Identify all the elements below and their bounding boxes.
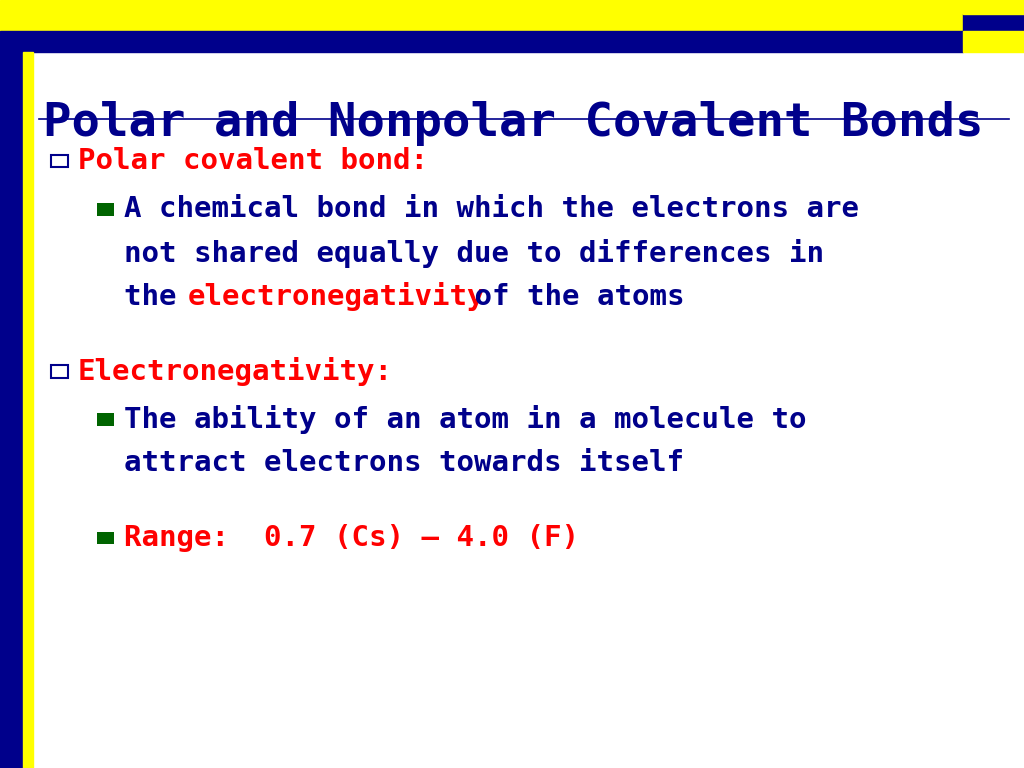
Bar bbox=[0, 31, 963, 52]
Text: of the atoms: of the atoms bbox=[457, 283, 685, 311]
Text: Polar and Nonpolar Covalent Bonds: Polar and Nonpolar Covalent Bonds bbox=[43, 101, 983, 147]
Text: The ability of an atom in a molecule to: The ability of an atom in a molecule to bbox=[124, 405, 807, 434]
Bar bbox=[97, 531, 114, 544]
Text: Range:  0.7 (Cs) – 4.0 (F): Range: 0.7 (Cs) – 4.0 (F) bbox=[124, 524, 579, 551]
Text: Electronegativity:: Electronegativity: bbox=[78, 357, 393, 386]
Bar bbox=[51, 155, 68, 167]
Bar bbox=[963, 0, 1024, 14]
Text: electronegativity: electronegativity bbox=[187, 283, 485, 312]
Text: A chemical bond in which the electrons are: A chemical bond in which the electrons a… bbox=[124, 195, 859, 223]
Bar bbox=[23, 52, 33, 768]
Text: not shared equally due to differences in: not shared equally due to differences in bbox=[124, 239, 824, 268]
Bar bbox=[963, 14, 1024, 31]
Text: Polar covalent bond:: Polar covalent bond: bbox=[78, 147, 428, 175]
Bar bbox=[0, 0, 963, 31]
Text: attract electrons towards itself: attract electrons towards itself bbox=[124, 449, 684, 478]
Bar bbox=[97, 413, 114, 425]
Bar bbox=[0, 52, 23, 768]
Bar bbox=[51, 366, 68, 378]
Bar bbox=[97, 204, 114, 216]
Bar bbox=[963, 31, 1024, 52]
Text: the: the bbox=[124, 283, 194, 311]
